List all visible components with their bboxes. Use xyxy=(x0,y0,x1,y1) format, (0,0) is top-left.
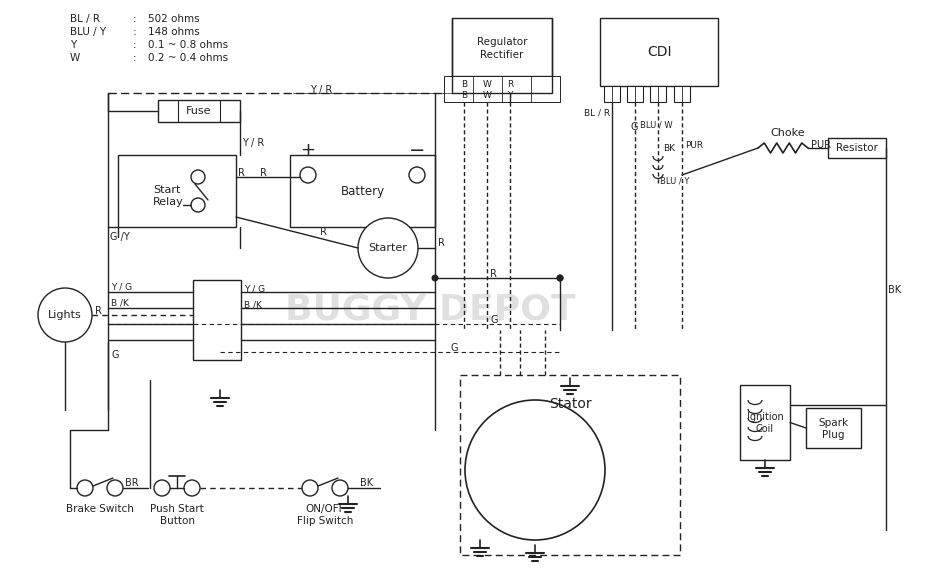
Text: Start: Start xyxy=(153,185,181,195)
Text: BUGGY DEPOT: BUGGY DEPOT xyxy=(285,293,575,327)
Bar xyxy=(290,155,435,227)
Text: W: W xyxy=(482,91,491,100)
Text: Choke: Choke xyxy=(770,128,805,138)
Text: BLU / Y: BLU / Y xyxy=(70,27,106,37)
Text: Lights: Lights xyxy=(48,310,82,320)
Text: G: G xyxy=(111,350,118,360)
Text: BL / R: BL / R xyxy=(584,108,610,117)
Circle shape xyxy=(300,167,316,183)
Circle shape xyxy=(358,218,418,278)
Text: B /K: B /K xyxy=(111,299,129,308)
Text: BK: BK xyxy=(888,285,902,295)
Circle shape xyxy=(191,170,205,184)
Text: PUR: PUR xyxy=(685,141,703,150)
Bar xyxy=(674,86,690,102)
Text: Relay: Relay xyxy=(153,197,184,207)
Text: R: R xyxy=(490,269,497,279)
Text: Coil: Coil xyxy=(756,424,774,435)
Text: Rectifier: Rectifier xyxy=(481,50,524,60)
Bar xyxy=(452,18,552,76)
Text: G: G xyxy=(630,122,638,132)
Text: BLU / W: BLU / W xyxy=(640,120,673,129)
Bar xyxy=(806,408,861,448)
Circle shape xyxy=(191,198,205,212)
Text: Starter: Starter xyxy=(369,243,408,253)
Text: Y / G: Y / G xyxy=(244,284,265,293)
Circle shape xyxy=(184,480,200,496)
Text: R: R xyxy=(95,306,102,316)
Circle shape xyxy=(431,274,439,282)
Text: B: B xyxy=(461,91,467,100)
Text: G: G xyxy=(450,343,458,353)
Text: Y: Y xyxy=(507,91,513,100)
Circle shape xyxy=(556,274,564,282)
Text: CDI: CDI xyxy=(647,45,672,59)
Text: Spark: Spark xyxy=(818,418,849,428)
Text: ON/OFF
Flip Switch: ON/OFF Flip Switch xyxy=(297,504,353,526)
Text: Fuse: Fuse xyxy=(186,106,212,116)
Text: G /Y: G /Y xyxy=(110,232,130,242)
Text: Y: Y xyxy=(70,40,77,50)
Text: Resistor: Resistor xyxy=(836,143,878,153)
Text: BK: BK xyxy=(360,478,373,488)
Text: R: R xyxy=(438,237,445,247)
Bar xyxy=(444,76,560,102)
Bar xyxy=(600,18,718,86)
Circle shape xyxy=(409,167,425,183)
Text: 502 ohms: 502 ohms xyxy=(148,14,200,24)
Text: W: W xyxy=(482,80,491,89)
Text: :: : xyxy=(133,53,137,63)
Bar xyxy=(650,86,666,102)
Text: Y / R: Y / R xyxy=(310,85,332,95)
Text: BK: BK xyxy=(663,144,675,153)
Bar xyxy=(118,155,236,227)
Text: :: : xyxy=(133,40,137,50)
Text: R: R xyxy=(507,80,513,89)
Text: :: : xyxy=(133,27,137,37)
Text: 0.2 ~ 0.4 ohms: 0.2 ~ 0.4 ohms xyxy=(148,53,228,63)
Circle shape xyxy=(38,288,92,342)
Text: −: − xyxy=(409,141,425,160)
Bar xyxy=(828,138,886,158)
Circle shape xyxy=(302,480,318,496)
Text: G: G xyxy=(490,315,498,325)
Text: PUR: PUR xyxy=(811,140,831,150)
Text: R: R xyxy=(238,168,245,178)
Bar xyxy=(604,86,620,102)
Text: 0.1 ~ 0.8 ohms: 0.1 ~ 0.8 ohms xyxy=(148,40,228,50)
Bar xyxy=(740,385,790,460)
Text: Ignition: Ignition xyxy=(746,412,783,423)
Text: W: W xyxy=(70,53,80,63)
Bar xyxy=(627,86,643,102)
Text: Brake Switch: Brake Switch xyxy=(66,504,134,514)
Text: BLU / Y: BLU / Y xyxy=(660,176,690,185)
Text: Push Start
Button: Push Start Button xyxy=(150,504,204,526)
Text: Y / G: Y / G xyxy=(111,283,132,292)
Circle shape xyxy=(556,274,564,282)
Text: Regulator: Regulator xyxy=(477,37,527,47)
Text: B /K: B /K xyxy=(244,300,262,309)
Text: Plug: Plug xyxy=(822,430,845,440)
Circle shape xyxy=(77,480,93,496)
Text: +: + xyxy=(301,141,316,159)
Text: BL / R: BL / R xyxy=(70,14,100,24)
Text: BR: BR xyxy=(125,478,139,488)
Text: B: B xyxy=(461,80,467,89)
Circle shape xyxy=(107,480,123,496)
Bar xyxy=(460,375,680,555)
Circle shape xyxy=(332,480,348,496)
Circle shape xyxy=(465,400,605,540)
Bar xyxy=(193,280,241,360)
Text: 148 ohms: 148 ohms xyxy=(148,27,200,37)
Text: :: : xyxy=(133,14,137,24)
Text: R: R xyxy=(259,168,267,178)
Bar xyxy=(158,100,240,122)
Text: R: R xyxy=(320,227,327,237)
Text: Battery: Battery xyxy=(341,185,385,197)
Text: Stator: Stator xyxy=(549,397,591,411)
Text: Y / R: Y / R xyxy=(242,138,264,148)
Circle shape xyxy=(154,480,170,496)
